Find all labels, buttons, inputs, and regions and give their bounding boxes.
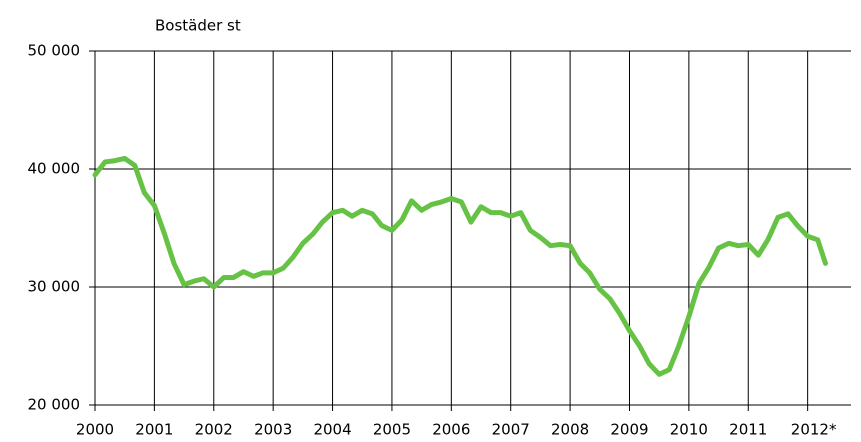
x-tick-label: 2004 xyxy=(313,421,351,439)
y-tick-label: 40 000 xyxy=(28,160,81,178)
x-tick-label: 2005 xyxy=(373,421,411,439)
x-tick-label: 2008 xyxy=(551,421,589,439)
y-tick-label: 30 000 xyxy=(28,278,81,296)
x-tick-label: 2001 xyxy=(135,421,173,439)
x-tick-label: 2002 xyxy=(195,421,233,439)
y-tick-label: 20 000 xyxy=(28,396,81,414)
y-tick-label: 50 000 xyxy=(28,42,81,60)
line-series xyxy=(92,155,828,377)
x-tick-label: 2009 xyxy=(610,421,648,439)
x-tick-label: 2007 xyxy=(492,421,530,439)
x-tick-label: 2003 xyxy=(254,421,292,439)
x-tick-label: 2012* xyxy=(791,421,837,439)
x-tick-label: 2011 xyxy=(729,421,767,439)
x-tick-label: 2010 xyxy=(670,421,708,439)
x-tick-label: 2000 xyxy=(76,421,114,439)
x-tick-label: 2006 xyxy=(432,421,470,439)
y-axis-label: Bostäder st xyxy=(155,17,241,35)
